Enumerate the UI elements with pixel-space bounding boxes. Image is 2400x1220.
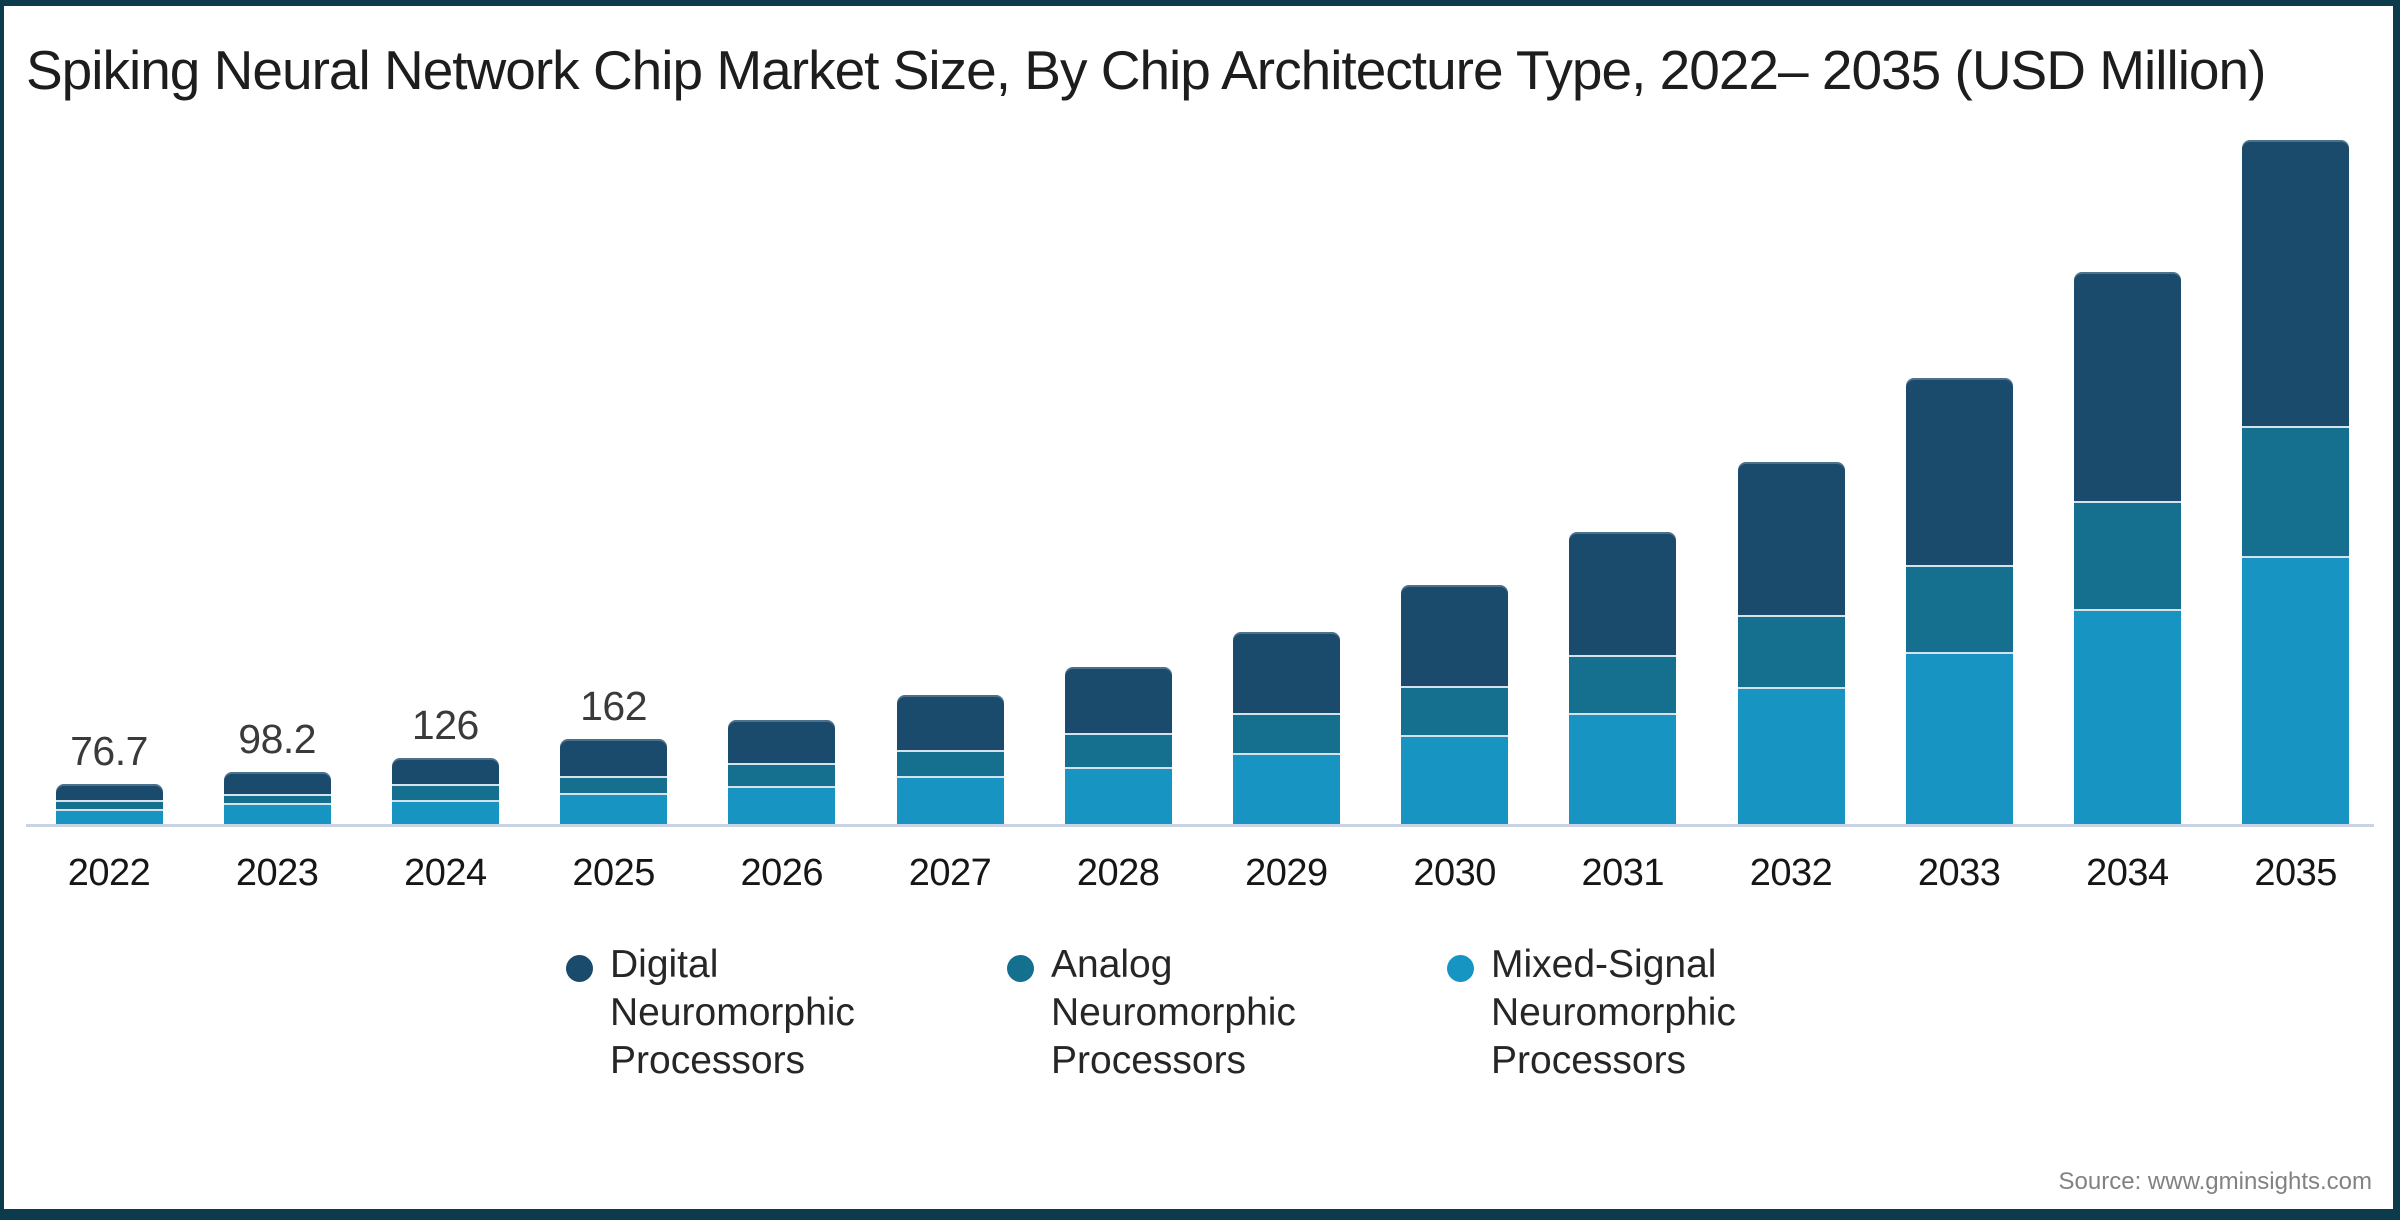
bar-group-2033	[1905, 378, 2013, 824]
x-tick-label-2027: 2027	[908, 852, 992, 894]
bar-group-2032	[1737, 461, 1845, 824]
x-tick-label-2031: 2031	[1581, 852, 1665, 894]
bar-segment-mid-2028	[1064, 732, 1172, 768]
bar-segment-mid-2029	[1232, 712, 1340, 753]
bar-segment-top-2028	[1064, 667, 1172, 733]
bar-segment-bottom-2027	[896, 776, 1004, 824]
bar-segment-top-2023	[223, 772, 331, 794]
x-tick-label-2033: 2033	[1917, 852, 2001, 894]
x-tick-label-2034: 2034	[2086, 852, 2169, 894]
bar-segment-mid-2031	[1569, 655, 1677, 713]
bar-group-2027	[896, 695, 1004, 824]
bar-group-2028	[1064, 667, 1172, 824]
bar-segment-mid-2025	[560, 775, 668, 793]
bar-value-label-2023: 98.2	[238, 716, 317, 763]
bar-group-2031	[1569, 531, 1677, 824]
bar-segment-mid-2032	[1737, 615, 1845, 688]
bar-group-2022	[55, 783, 163, 824]
bar-segment-mid-2033	[1905, 565, 2013, 652]
bar-group-2034	[2073, 271, 2181, 824]
bar-segment-bottom-2032	[1737, 687, 1845, 824]
bar-segment-top-2033	[1905, 378, 2013, 566]
bar-segment-mid-2024	[391, 783, 499, 800]
bar-segment-bottom-2028	[1064, 767, 1172, 824]
x-tick-label-2030: 2030	[1413, 852, 1496, 894]
bar-group-2024	[391, 757, 499, 824]
bar-group-2025	[560, 738, 668, 824]
bar-segment-mid-2034	[2073, 500, 2181, 609]
x-tick-label-2035: 2035	[2254, 852, 2337, 894]
bar-segment-top-2027	[896, 695, 1004, 751]
bar-group-2026	[728, 719, 836, 824]
bar-value-label-2022: 76.7	[70, 727, 148, 774]
bar-segment-bottom-2025	[560, 792, 668, 824]
bar-group-2023	[223, 772, 331, 824]
bar-segment-bottom-2029	[1232, 752, 1340, 824]
bar-segment-mid-2022	[55, 800, 163, 810]
bar-segment-top-2024	[391, 757, 499, 784]
source-text: Source: www.gminsights.com	[2058, 1168, 2372, 1195]
x-tick-label-2025: 2025	[572, 852, 655, 894]
x-tick-label-2023: 2023	[235, 852, 319, 894]
bar-segment-top-2022	[55, 783, 163, 801]
x-tick-label-2024: 2024	[404, 852, 487, 894]
bar-segment-top-2031	[1569, 531, 1677, 656]
x-axis-line	[26, 824, 2374, 827]
bar-segment-bottom-2034	[2073, 608, 2181, 824]
bar-segment-top-2032	[1737, 461, 1845, 616]
bar-segment-bottom-2026	[728, 786, 836, 824]
bar-segment-bottom-2022	[55, 809, 163, 824]
bar-segment-bottom-2030	[1401, 735, 1509, 824]
bar-value-label-2024: 126	[411, 701, 479, 748]
bar-segment-top-2029	[1232, 631, 1340, 713]
bar-segment-bottom-2024	[391, 799, 499, 824]
bar-segment-bottom-2023	[223, 802, 331, 824]
bar-segment-mid-2030	[1401, 686, 1509, 736]
bar-segment-top-2026	[728, 719, 836, 763]
x-tick-label-2032: 2032	[1749, 852, 1833, 894]
bar-segment-mid-2023	[223, 793, 331, 803]
bar-segment-top-2025	[560, 738, 668, 776]
bar-segment-bottom-2031	[1569, 712, 1677, 824]
bar-value-label-2025: 162	[580, 682, 648, 729]
bar-segment-bottom-2035	[2242, 556, 2350, 824]
bar-segment-top-2030	[1401, 585, 1509, 687]
bar-segment-mid-2027	[896, 750, 1004, 777]
bar-group-2030	[1401, 585, 1509, 824]
x-tick-label-2028: 2028	[1076, 852, 1160, 894]
x-tick-label-2029: 2029	[1245, 852, 1328, 894]
bar-segment-top-2034	[2073, 271, 2181, 501]
bar-group-2035	[2242, 139, 2350, 824]
bar-segment-bottom-2033	[1905, 651, 2013, 824]
chart-title: Spiking Neural Network Chip Market Size,…	[26, 39, 2266, 101]
bar-group-2029	[1232, 631, 1340, 824]
bar-segment-mid-2035	[2242, 426, 2350, 557]
x-tick-label-2026: 2026	[740, 852, 824, 894]
bar-segment-mid-2026	[728, 762, 836, 787]
x-tick-label-2022: 2022	[67, 852, 151, 894]
bar-segment-top-2035	[2242, 139, 2350, 427]
